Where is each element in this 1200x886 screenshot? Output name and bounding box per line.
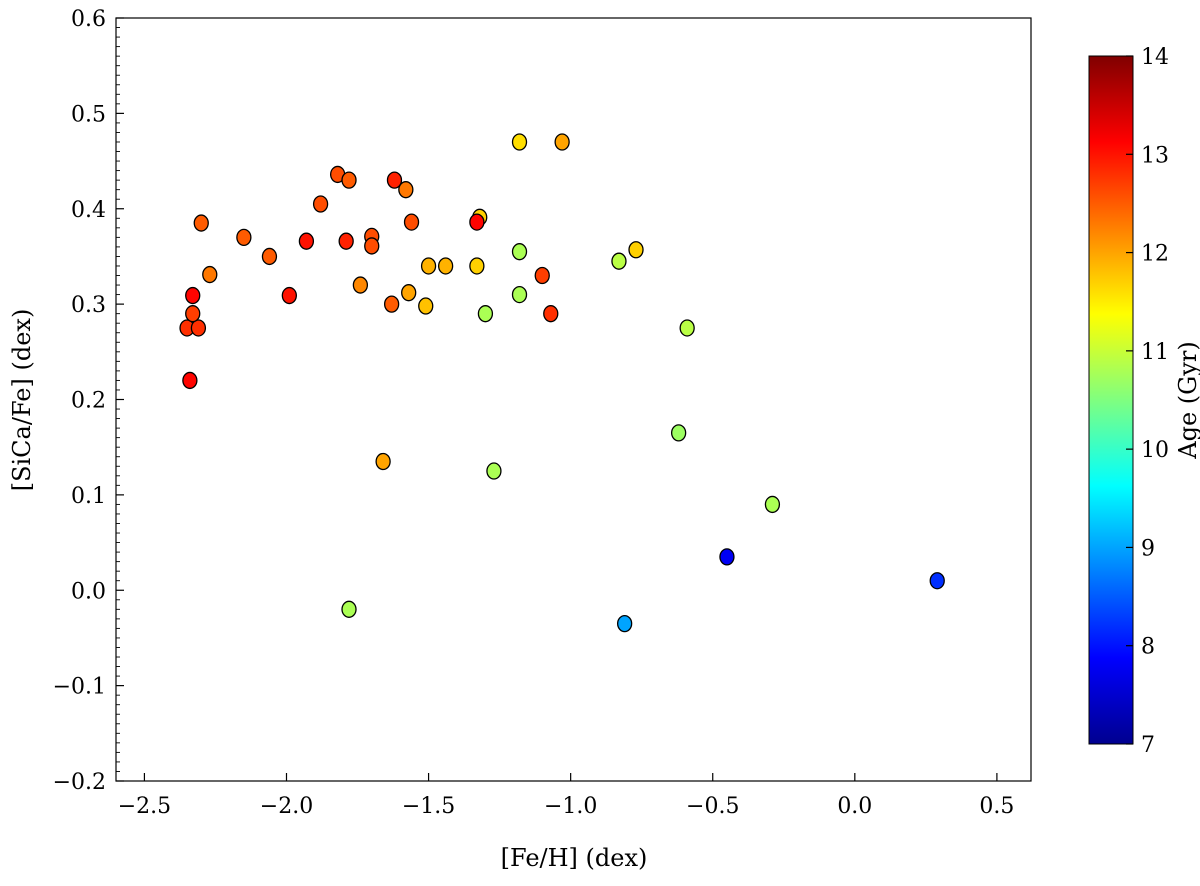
x-tick-label: −1.5 <box>402 794 455 819</box>
data-point <box>182 371 198 390</box>
data-point <box>764 495 781 514</box>
data-point <box>202 265 218 284</box>
data-point <box>437 257 454 275</box>
data-point <box>670 424 687 442</box>
colorbar-label: Age (Gyr) <box>1174 341 1200 459</box>
x-tick-label: −0.5 <box>686 794 739 819</box>
x-tick-label: −2.0 <box>260 794 313 819</box>
data-point <box>398 181 414 199</box>
data-point <box>719 548 735 566</box>
y-tick-label: 0.5 <box>71 102 106 127</box>
data-point <box>401 284 417 302</box>
y-tick-label: −0.2 <box>53 770 106 795</box>
data-point <box>185 286 201 305</box>
data-point <box>403 213 420 231</box>
data-point <box>511 133 528 151</box>
data-point <box>338 232 354 250</box>
x-tick-label: 0.5 <box>979 794 1014 819</box>
colorbar-axis: 7 8 9 10 11 12 13 14 <box>1126 45 1169 758</box>
data-point <box>418 297 434 315</box>
data-point <box>383 295 400 313</box>
data-point <box>190 319 207 337</box>
x-tick-label: −2.5 <box>118 794 171 819</box>
data-point <box>298 232 315 250</box>
colorbar-tick-label: 7 <box>1141 733 1155 758</box>
x-tick-label: 0.0 <box>837 794 872 819</box>
data-point <box>352 276 369 294</box>
data-point <box>929 572 945 590</box>
colorbar-tick-label: 9 <box>1141 536 1155 561</box>
data-point <box>386 171 403 189</box>
colorbar-tick-label: 12 <box>1141 242 1169 267</box>
data-point <box>554 133 570 151</box>
colorbar-tick-label: 14 <box>1141 45 1169 70</box>
y-axis-label: [SiCa/Fe] (dex) <box>8 309 36 492</box>
data-point <box>341 171 357 189</box>
data-point <box>364 237 380 255</box>
x-tick-label: −1.0 <box>544 794 597 819</box>
data-point <box>486 462 502 480</box>
plot-area <box>115 17 1032 782</box>
y-tick-label: 0.0 <box>71 579 106 604</box>
data-point <box>420 257 437 275</box>
data-point <box>611 252 627 270</box>
data-point <box>185 305 201 323</box>
data-point <box>261 247 278 266</box>
data-point <box>375 452 391 471</box>
data-point <box>236 228 252 247</box>
data-point <box>193 214 209 232</box>
data-point <box>511 243 528 261</box>
y-tick-label: 0.4 <box>71 198 106 223</box>
data-point <box>511 285 528 304</box>
colorbar-tick-label: 11 <box>1141 340 1169 365</box>
data-point <box>628 241 644 259</box>
data-point <box>341 600 357 618</box>
data-point <box>679 319 695 337</box>
data-point <box>312 195 329 213</box>
x-axis: −2.5 −2.0 −1.5 −1.0 −0.5 0.0 0.5 <box>118 773 1014 819</box>
colorbar-tick-label: 13 <box>1141 143 1169 168</box>
colorbar <box>1088 55 1134 745</box>
data-point <box>543 305 559 323</box>
data-point <box>534 266 550 285</box>
data-points <box>179 133 945 633</box>
y-tick-label: 0.3 <box>71 293 106 318</box>
y-tick-label: −0.1 <box>53 675 106 700</box>
colorbar-tick-label: 10 <box>1141 438 1169 463</box>
y-tick-label: 0.2 <box>71 389 106 414</box>
data-point <box>616 614 633 633</box>
data-point <box>469 257 485 275</box>
colorbar-tick-label: 8 <box>1141 635 1155 660</box>
y-axis: −0.2 −0.1 0.0 0.1 0.2 0.3 0.4 0.5 0.6 <box>53 7 124 795</box>
data-point <box>281 286 297 305</box>
x-axis-label: [Fe/H] (dex) <box>501 844 648 872</box>
data-point <box>469 213 485 231</box>
y-tick-label: 0.1 <box>71 484 106 509</box>
y-tick-label: 0.6 <box>71 7 106 32</box>
data-point <box>477 305 494 323</box>
